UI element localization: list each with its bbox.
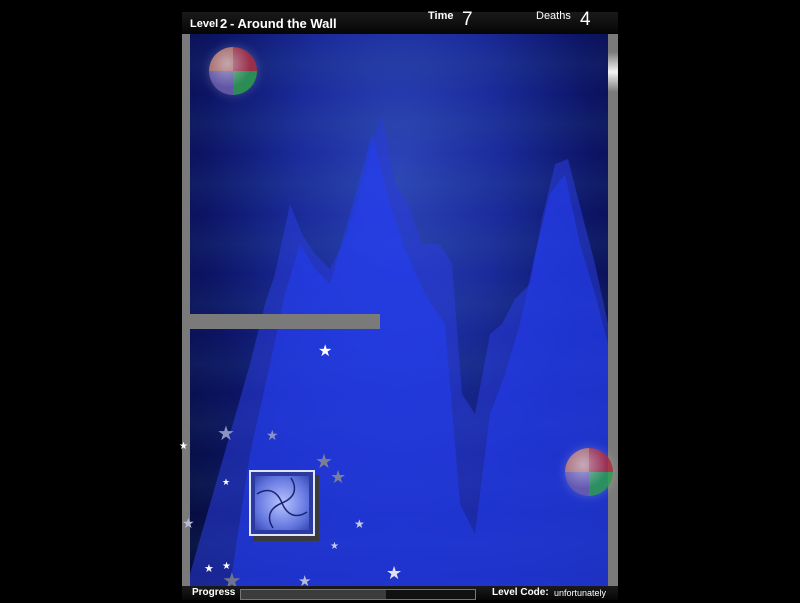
level-code-value: unfortunately — [554, 588, 607, 598]
star-icon: ★ — [354, 517, 365, 531]
star-icon: ★ — [222, 561, 231, 572]
level-label: Level — [190, 18, 219, 30]
progress-fill — [241, 590, 387, 599]
level-title: - Around the Wall — [230, 16, 337, 31]
star-icon: ★ — [315, 451, 333, 473]
progress-label: Progress — [192, 587, 236, 598]
star-icon: ★ — [386, 563, 403, 583]
waveform-background — [190, 116, 608, 586]
star-icon: ★ — [318, 343, 333, 360]
striped-ball-icon — [565, 448, 613, 496]
top-hud: Level 2 - Around the Wall Time 7 Deaths … — [182, 9, 618, 34]
star-icon: ★ — [266, 427, 279, 443]
progress-bar — [240, 589, 476, 600]
star-icon: ★ — [222, 477, 231, 487]
time-value: 7 — [462, 9, 473, 30]
play-field[interactable] — [190, 34, 608, 586]
star-icon: ★ — [298, 573, 312, 590]
right-wall-highlight — [608, 52, 618, 92]
left-wall — [182, 34, 190, 586]
star-icon: ★ — [182, 515, 195, 531]
deaths-label: Deaths — [536, 10, 571, 22]
star-icon: ★ — [330, 541, 339, 552]
right-wall — [608, 34, 618, 586]
star-icon: ★ — [179, 441, 188, 452]
bottom-hud: Progress Level Code: unfortunately — [182, 586, 618, 600]
star-icon: ★ — [217, 423, 235, 445]
deaths-value: 4 — [580, 9, 591, 30]
level-code-label: Level Code: — [492, 587, 549, 598]
striped-ball-icon — [209, 47, 257, 95]
swirl-tile-face — [255, 476, 309, 530]
star-icon: ★ — [330, 467, 347, 487]
time-label: Time — [428, 10, 454, 22]
wall-ledge — [182, 314, 380, 329]
game-stage[interactable]: Level 2 - Around the Wall Time 7 Deaths … — [179, 9, 618, 603]
swirl-lines — [256, 477, 308, 529]
star-icon: ★ — [204, 563, 214, 575]
level-number: 2 — [220, 16, 228, 31]
swirl-tile-icon[interactable] — [249, 470, 315, 536]
